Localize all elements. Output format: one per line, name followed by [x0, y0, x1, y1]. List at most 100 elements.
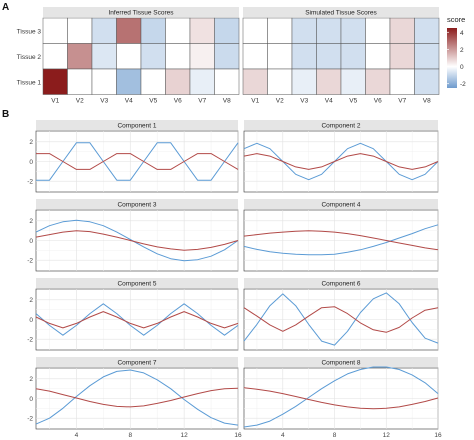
heatmap-column-label: V2	[276, 98, 284, 105]
heatmap-column-label: V7	[398, 98, 406, 105]
legend-title: score	[447, 15, 465, 24]
x-tick-label: 16	[234, 432, 242, 439]
heatmap-cell	[140, 43, 166, 70]
heatmap-column-label: V8	[423, 98, 431, 105]
heatmap-panel: Inferred Tissue Scores Tissue 3 Tissue 2 Ti…	[17, 7, 440, 105]
facet-title: Component 5	[117, 281, 156, 288]
y-tick-label: 2	[29, 297, 33, 304]
facet-title: Component 3	[117, 202, 156, 209]
facet-strip	[244, 357, 438, 367]
series-line-red	[243, 153, 439, 170]
heatmap-cell	[42, 68, 68, 95]
legend-tick-label: -2	[460, 81, 466, 88]
heatmap-column-label: V1	[251, 98, 259, 105]
panel-label-b: B	[2, 109, 9, 120]
heatmap-cell	[140, 68, 166, 95]
x-tick-label: 4	[75, 432, 79, 439]
facet-title: Component 4	[321, 202, 360, 209]
heatmap-cell	[316, 43, 342, 70]
heatmap-column-label: V3	[100, 98, 108, 105]
series-line-red	[35, 311, 239, 329]
facet-strip	[36, 278, 238, 288]
heatmap-cell	[267, 17, 293, 44]
heatmap-title: Simulated Tissue Scores	[305, 10, 377, 17]
heatmap-cell	[116, 17, 142, 44]
heatmap-cell	[316, 17, 342, 44]
heatmap-column-label: V1	[51, 98, 59, 105]
facet-title: Component 1	[117, 123, 156, 130]
heatmap-cell	[242, 43, 268, 70]
heatmap-cell	[189, 43, 215, 70]
heatmap-cell	[214, 43, 240, 70]
y-tick-label: 2	[29, 376, 33, 383]
x-tick-label: 12	[181, 432, 189, 439]
heatmap-cell	[67, 43, 93, 70]
y-tick-label: -2	[27, 257, 33, 264]
legend-tick-label: 0	[460, 64, 464, 71]
heatmap-cell	[340, 17, 366, 44]
heatmap-cell	[340, 68, 366, 95]
series-line-blue	[35, 219, 239, 262]
y-tick-label: 2	[29, 139, 33, 146]
heatmap-column-label: V5	[149, 98, 157, 105]
heatmap-cell	[291, 68, 317, 95]
heatmap-cell	[214, 17, 240, 44]
heatmap-strip	[243, 7, 439, 17]
facet-strip	[36, 120, 238, 130]
y-tick-label: 0	[29, 317, 33, 324]
series-line-blue	[36, 142, 239, 181]
series-line-red	[36, 153, 239, 170]
heatmap-column-label: V4	[125, 98, 133, 105]
series-line-red	[35, 230, 239, 251]
facet-strip	[244, 278, 438, 288]
y-tick-label: -2	[27, 178, 33, 185]
panel-label-a: A	[2, 2, 9, 13]
heatmap-cell	[267, 43, 293, 70]
heatmap-cell	[91, 43, 117, 70]
facet-strip	[36, 357, 238, 367]
facet-strip	[244, 120, 438, 130]
heatmap-row-label: Tissue 3	[17, 28, 42, 35]
legend-tick-label: 4	[460, 30, 464, 37]
heatmap-cell	[165, 43, 191, 70]
heatmap-cell	[316, 68, 342, 95]
series-line-blue	[35, 303, 239, 336]
x-tick-label: 4	[281, 432, 285, 439]
heatmap-column-label: V2	[76, 98, 84, 105]
facet-strip	[36, 199, 238, 209]
x-tick-label: 16	[434, 432, 442, 439]
facet-title: Component 2	[321, 123, 360, 130]
component-facets: Component 1 2 0 -2 Component 2 Component 3 2 0 -…	[27, 120, 442, 439]
series-line-red	[243, 306, 439, 333]
heatmap-cell	[414, 68, 440, 95]
series-line-red	[243, 387, 439, 410]
heatmap-cell	[67, 68, 93, 95]
heatmap-cell	[414, 17, 440, 44]
series-line-red	[35, 387, 239, 408]
heatmap-cell	[389, 43, 415, 70]
y-tick-label: 0	[29, 238, 33, 245]
heatmap-cell	[242, 17, 268, 44]
heatmap-column-label: V3	[300, 98, 308, 105]
heatmap-cell	[42, 17, 68, 44]
series-line-blue	[243, 142, 439, 181]
heatmap-column-label: V7	[198, 98, 206, 105]
heatmap-cell	[242, 68, 268, 95]
heatmap-cell	[42, 43, 68, 70]
heatmap-column-label: V6	[374, 98, 382, 105]
y-tick-label: 0	[29, 159, 33, 166]
heatmap-column-label: V5	[349, 98, 357, 105]
facet-title: Component 8	[321, 360, 360, 367]
heatmap-cell	[365, 43, 391, 70]
legend-colorbar	[447, 28, 457, 88]
facet-title: Component 6	[321, 281, 360, 288]
heatmap-cell	[389, 17, 415, 44]
heatmap-cell	[389, 68, 415, 95]
heatmap-cell	[116, 43, 142, 70]
heatmap-cell	[91, 68, 117, 95]
heatmap-cell	[189, 68, 215, 95]
x-tick-label: 8	[333, 432, 337, 439]
heatmap-row-label: Tissue 2	[17, 54, 42, 61]
heatmap-cell	[189, 17, 215, 44]
